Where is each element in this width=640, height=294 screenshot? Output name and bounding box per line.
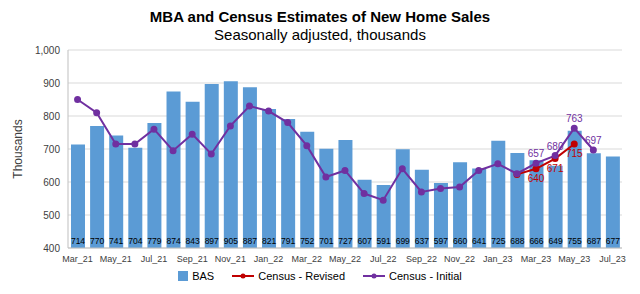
svg-text:Mar_22: Mar_22 [292,254,323,264]
svg-text:697: 697 [585,135,602,146]
svg-text:640: 640 [528,173,545,184]
svg-text:843: 843 [186,236,200,246]
svg-text:715: 715 [566,148,583,159]
svg-text:Mar_23: Mar_23 [521,254,552,264]
html-text:BAS: BAS [192,270,215,282]
svg-text:755: 755 [568,236,582,246]
svg-text:591: 591 [377,236,391,246]
svg-text:741: 741 [109,236,123,246]
svg-text:688: 688 [510,236,524,246]
svg-text:400: 400 [43,243,60,254]
svg-text:680: 680 [547,141,564,152]
svg-text:699: 699 [396,236,410,246]
svg-text:Jan_22: Jan_22 [254,254,284,264]
svg-text:Thousands: Thousands [11,119,25,178]
svg-text:May_22: May_22 [329,254,361,264]
svg-text:677: 677 [606,236,620,246]
svg-text:763: 763 [566,113,583,124]
svg-text:637: 637 [415,236,429,246]
svg-text:666: 666 [529,236,543,246]
svg-text:649: 649 [548,236,562,246]
svg-text:Jul_23: Jul_23 [599,254,626,264]
svg-text:657: 657 [528,148,545,159]
svg-text:779: 779 [147,236,161,246]
svg-text:Jul_22: Jul_22 [370,254,397,264]
svg-text:May_21: May_21 [100,254,132,264]
html-text:Census - Initial: Census - Initial [389,270,462,282]
svg-text:791: 791 [281,236,295,246]
html-text:Seasonally adjusted, thousands: Seasonally adjusted, thousands [214,26,426,43]
svg-text:Nov_21: Nov_21 [215,254,246,264]
svg-text:597: 597 [434,236,448,246]
svg-text:700: 700 [43,144,60,155]
svg-text:687: 687 [587,236,601,246]
svg-text:770: 770 [90,236,104,246]
svg-text:Jan_23: Jan_23 [483,254,513,264]
svg-text:752: 752 [300,236,314,246]
svg-text:897: 897 [205,236,219,246]
svg-text:Jul_21: Jul_21 [141,254,168,264]
svg-text:725: 725 [491,236,505,246]
html-text:Census - Revised: Census - Revised [258,270,345,282]
svg-text:800: 800 [43,111,60,122]
svg-text:887: 887 [243,236,257,246]
svg-text:641: 641 [472,236,486,246]
svg-text:500: 500 [43,210,60,221]
svg-text:Mar_21: Mar_21 [62,254,93,264]
svg-text:821: 821 [262,236,276,246]
svg-text:Sep_21: Sep_21 [177,254,208,264]
svg-text:600: 600 [43,177,60,188]
svg-text:701: 701 [319,236,333,246]
svg-text:714: 714 [71,236,85,246]
svg-text:1,000: 1,000 [35,45,60,56]
svg-text:Nov_22: Nov_22 [444,254,475,264]
svg-text:704: 704 [128,236,142,246]
svg-text:905: 905 [224,236,238,246]
svg-text:May_23: May_23 [558,254,590,264]
svg-text:727: 727 [338,236,352,246]
svg-text:660: 660 [453,236,467,246]
svg-text:900: 900 [43,78,60,89]
svg-text:Sep_22: Sep_22 [406,254,437,264]
svg-text:607: 607 [357,236,371,246]
svg-text:671: 671 [547,163,564,174]
html-text:MBA and Census Estimates of Ne: MBA and Census Estimates of New Home Sal… [149,8,491,25]
svg-text:874: 874 [166,236,180,246]
